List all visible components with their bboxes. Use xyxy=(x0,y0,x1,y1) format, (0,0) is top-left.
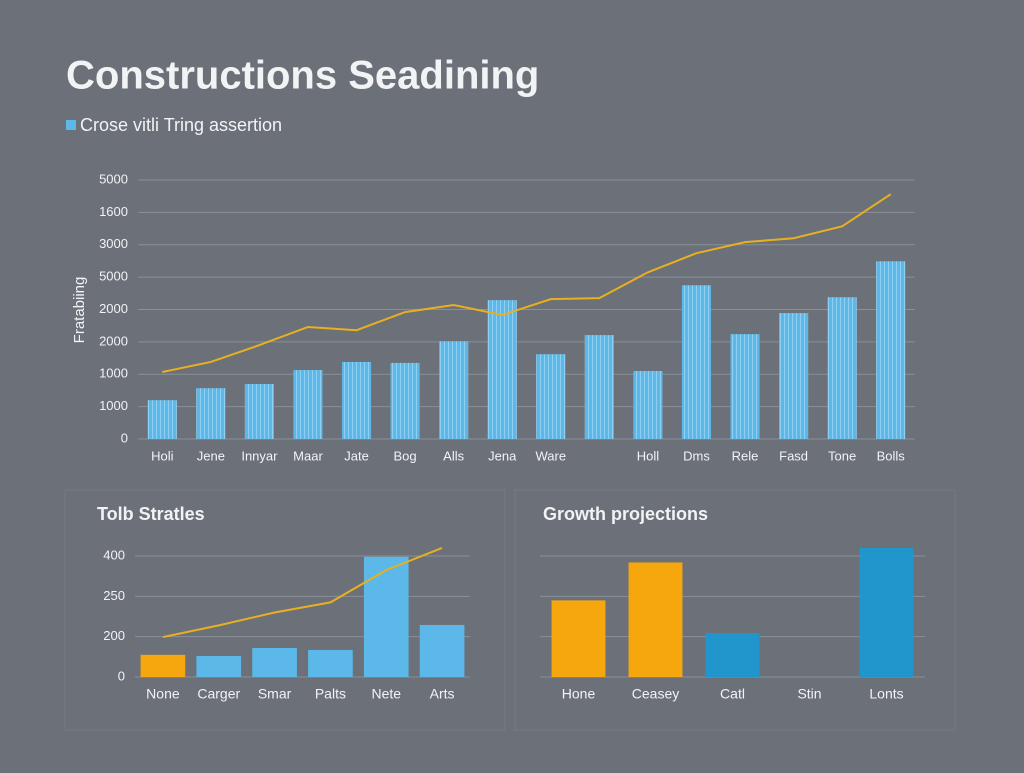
x-tick-label: Fasd xyxy=(779,448,808,463)
legend-label: Crose vitli Tring assertion xyxy=(80,115,282,135)
x-tick-label: Rele xyxy=(732,448,759,463)
y-tick-label: 5000 xyxy=(99,171,128,186)
y-tick-label: 400 xyxy=(103,547,125,562)
chart-title: Tolb Stratles xyxy=(97,504,205,524)
x-tick-label: Innyar xyxy=(241,448,278,463)
bar xyxy=(341,361,372,439)
x-tick-label: Alls xyxy=(443,448,464,463)
bar xyxy=(196,388,226,439)
x-tick-label: Holl xyxy=(637,448,660,463)
x-tick-label: Arts xyxy=(430,686,455,702)
x-tick-label: None xyxy=(146,686,180,702)
y-tick-label: 0 xyxy=(118,668,125,683)
bar xyxy=(681,285,712,439)
y-tick-label: 1600 xyxy=(99,204,128,219)
y-tick-label: 5000 xyxy=(99,269,128,284)
bar xyxy=(244,383,274,439)
title: Constructions Seadining xyxy=(66,54,539,98)
bar xyxy=(390,362,420,439)
x-tick-label: Jate xyxy=(344,448,369,463)
x-tick-label: Maar xyxy=(293,448,323,463)
panel xyxy=(514,489,956,731)
bar xyxy=(859,547,914,677)
x-tick-label: Holi xyxy=(151,448,174,463)
bar xyxy=(551,600,606,677)
bar xyxy=(628,562,683,677)
x-tick-label: Bog xyxy=(394,448,417,463)
chart-title: Growth projections xyxy=(543,504,708,524)
bar xyxy=(827,297,857,439)
bar xyxy=(252,647,297,677)
panel xyxy=(64,489,506,731)
y-tick-label: 1000 xyxy=(99,366,128,381)
x-tick-label: Ceasey xyxy=(632,686,679,702)
y-tick-label: 200 xyxy=(103,628,125,643)
bar xyxy=(439,341,469,439)
bar xyxy=(140,654,186,677)
bar xyxy=(536,354,566,439)
x-tick-label: Lonts xyxy=(869,686,903,702)
bar xyxy=(293,370,323,439)
line xyxy=(162,193,892,373)
bar xyxy=(363,556,409,677)
x-tick-label: Hone xyxy=(562,686,596,702)
bar xyxy=(487,300,517,439)
y-tick-label: 1000 xyxy=(99,398,128,413)
bar xyxy=(705,633,760,677)
bar xyxy=(584,335,614,439)
y-tick-label: 2000 xyxy=(99,333,128,348)
x-tick-label: Tone xyxy=(828,448,856,463)
x-tick-label: Carger xyxy=(197,686,240,702)
x-tick-label: Smar xyxy=(258,686,292,702)
x-tick-label: Nete xyxy=(371,686,401,702)
bar xyxy=(730,334,760,439)
x-tick-label: Jena xyxy=(488,448,517,463)
bar xyxy=(876,261,906,439)
bar xyxy=(308,649,353,677)
bar xyxy=(147,400,177,439)
line xyxy=(162,547,443,639)
y-axis-label: Fratabiing xyxy=(71,277,88,344)
x-tick-label: Ware xyxy=(535,448,566,463)
x-tick-label: Jene xyxy=(197,448,225,463)
x-tick-label: Stin xyxy=(797,686,821,702)
x-tick-label: Dms xyxy=(683,448,710,463)
y-tick-label: 3000 xyxy=(99,236,128,251)
x-tick-label: Bolls xyxy=(877,448,906,463)
bar xyxy=(419,624,465,677)
bar xyxy=(633,371,663,439)
y-tick-label: 0 xyxy=(121,430,128,445)
bar xyxy=(196,656,242,677)
x-tick-label: Palts xyxy=(315,686,346,702)
bar xyxy=(779,313,809,439)
legend-swatch xyxy=(66,120,76,130)
y-tick-label: 2000 xyxy=(99,301,128,316)
x-tick-label: Catl xyxy=(720,686,745,702)
y-tick-label: 250 xyxy=(103,588,125,603)
